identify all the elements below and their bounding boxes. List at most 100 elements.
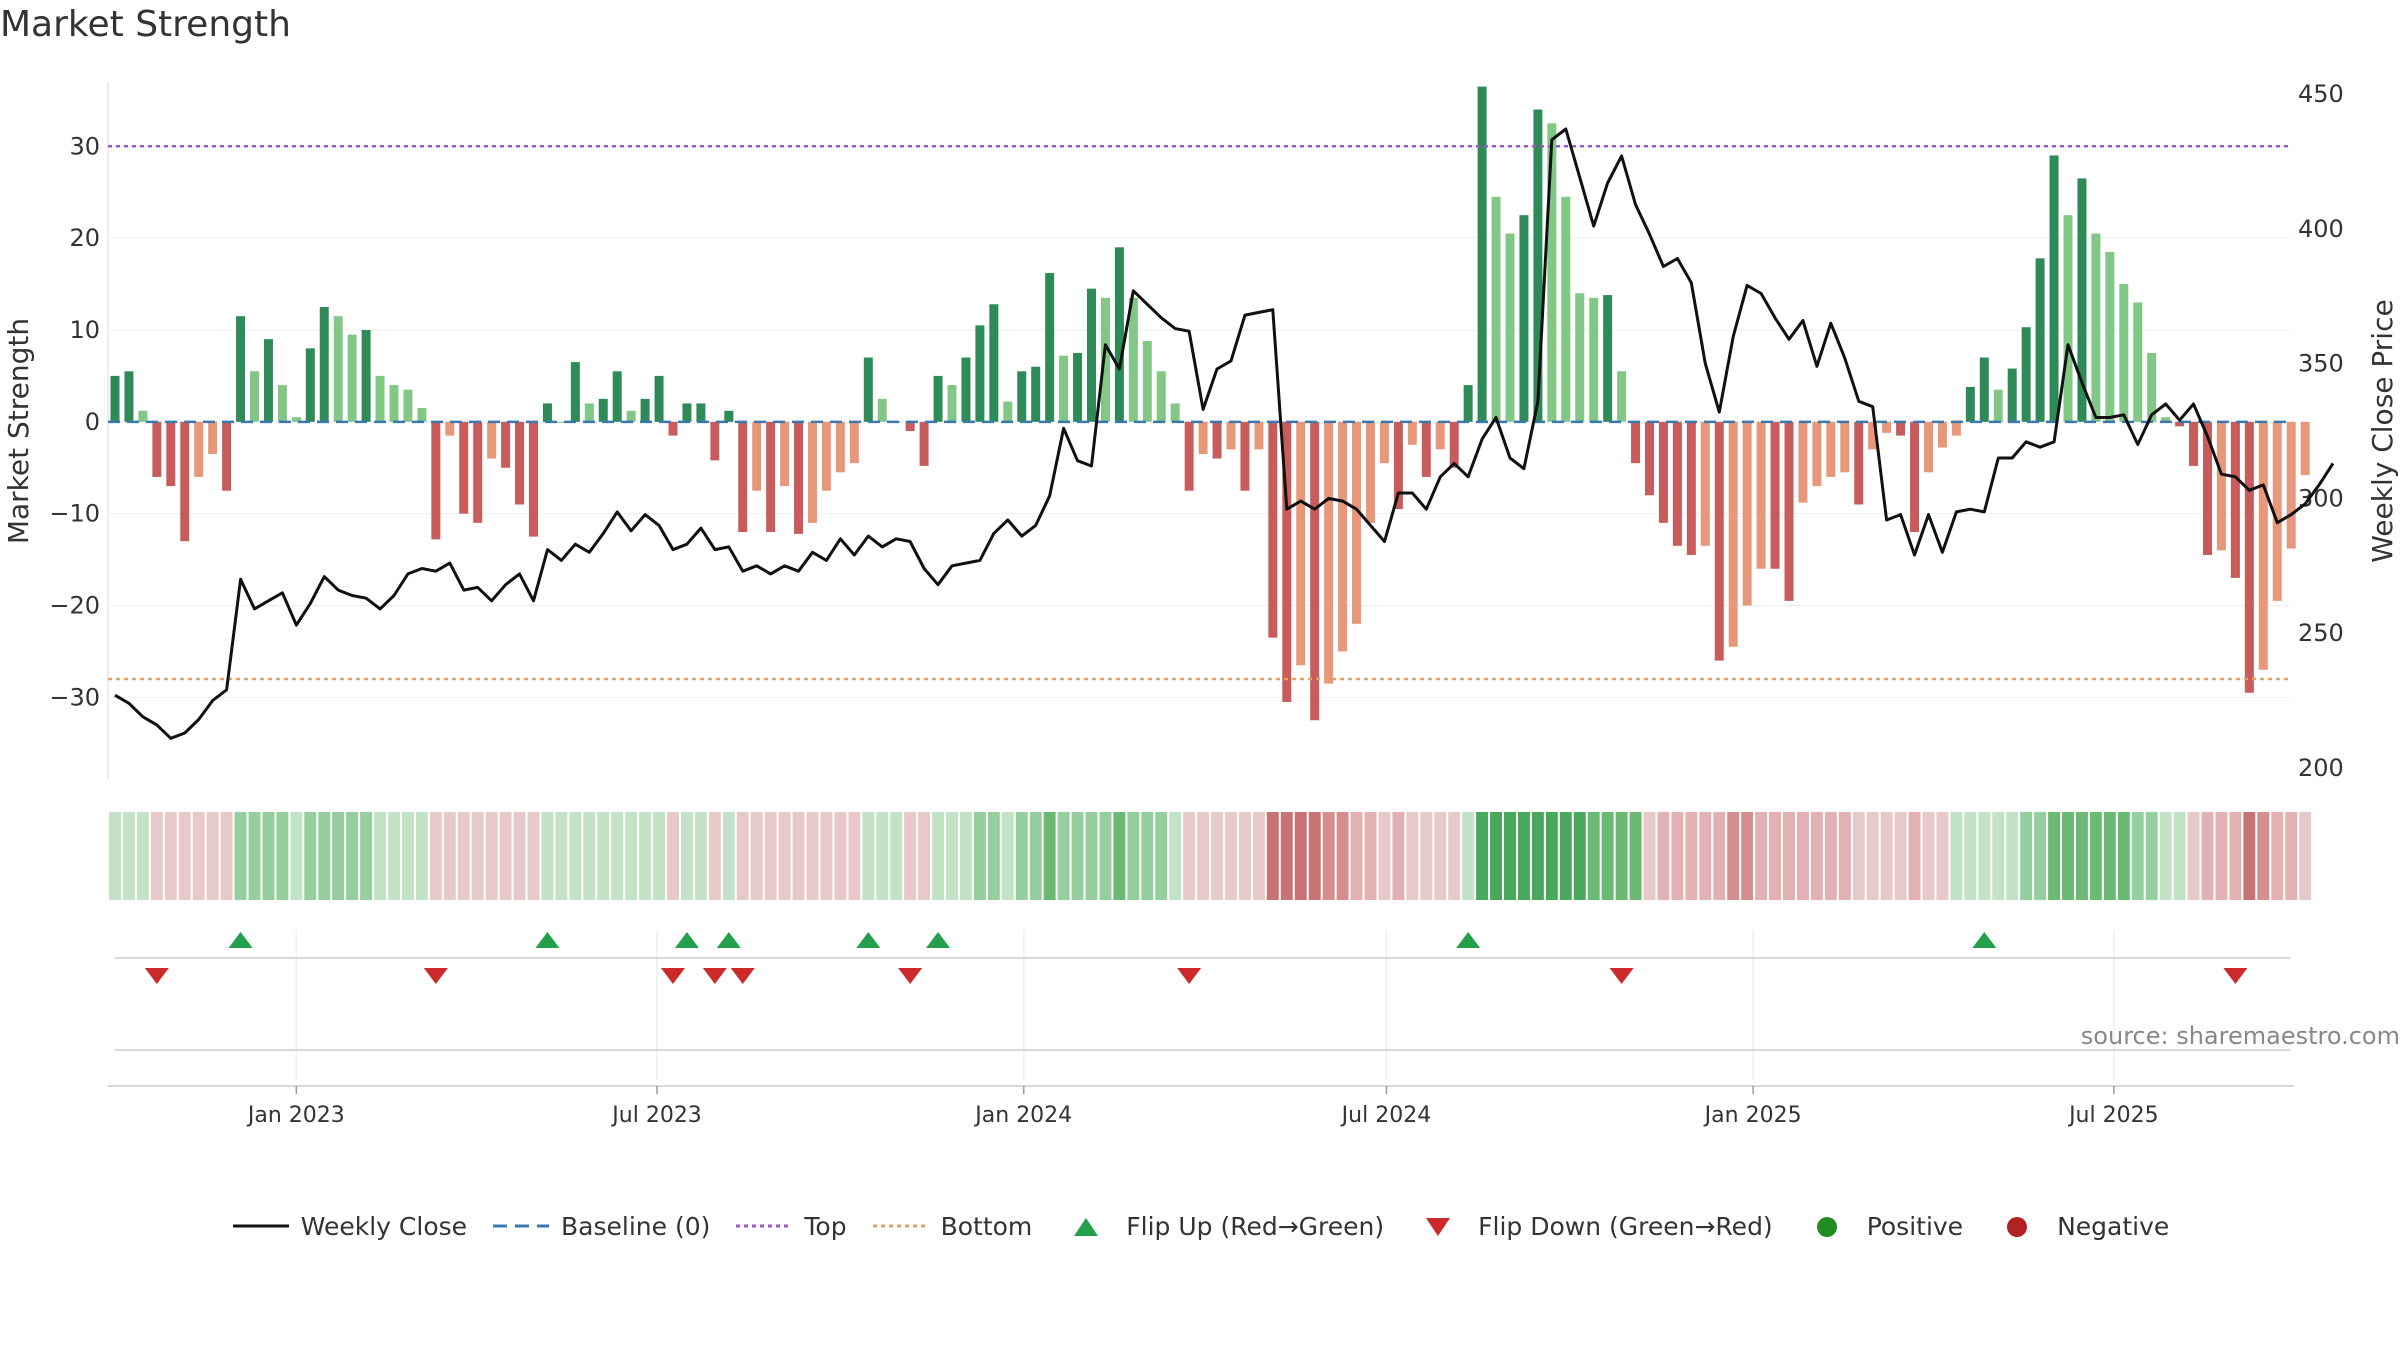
strength-bar: [361, 329, 371, 422]
market-strength-chart: −30 −20 −10 0 10 20 30 200 250 300 350 400 450 Market…: [2, 80, 2399, 1128]
strength-shade-cell: [499, 812, 512, 900]
strength-shade-cell: [429, 812, 442, 900]
strength-shade-cell: [2062, 812, 2074, 900]
strength-shade-cell: [471, 812, 484, 900]
strength-bar: [180, 421, 190, 542]
strength-bar: [752, 421, 762, 491]
strength-bar: [1533, 109, 1543, 422]
strength-bar: [1505, 233, 1515, 422]
flip-up-marker: [926, 932, 951, 948]
strength-shade-cell: [457, 812, 470, 900]
strength-shade-cell: [1894, 812, 1907, 900]
strength-bar: [375, 375, 385, 422]
strength-bar: [1114, 247, 1124, 422]
strength-shade-cell: [2173, 812, 2186, 900]
flip-down-marker: [2223, 968, 2248, 984]
flip-up-marker: [674, 932, 699, 948]
strength-bar: [696, 403, 706, 422]
strength-bar: [821, 421, 831, 491]
strength-bar: [2077, 178, 2087, 422]
strength-shade-cell: [388, 812, 400, 900]
strength-bar: [1366, 421, 1375, 523]
strength-bar: [1142, 340, 1152, 422]
strength-shade-cell: [1406, 812, 1419, 900]
strength-bar: [1714, 421, 1724, 661]
legend-item: Flip Up (Red→Green): [1056, 1212, 1384, 1241]
triangle-up-icon: [1074, 1217, 1099, 1236]
strength-shade-cell: [318, 812, 331, 900]
flip-down-marker: [661, 968, 685, 984]
strength-bar: [2258, 421, 2268, 670]
flip-down-marker: [1609, 968, 1634, 984]
strength-shade-cell: [1866, 812, 1879, 900]
strength-bar: [2272, 421, 2282, 601]
strength-bar: [794, 421, 804, 534]
strength-shade-cell: [1769, 812, 1782, 900]
strength-shade-cell: [1476, 812, 1489, 900]
strength-shade-cell: [374, 812, 387, 900]
flip-down-marker: [423, 968, 448, 984]
strength-bar: [863, 357, 873, 422]
strength-bar: [1617, 371, 1627, 422]
strength-shade-cell: [1462, 812, 1475, 900]
strength-shade-cell: [555, 812, 568, 900]
x-tick-label: Jul 2023: [610, 1103, 702, 1128]
strength-shade-cell: [2034, 812, 2047, 900]
strength-bar: [1212, 421, 1222, 459]
strength-shade-cell: [1434, 812, 1447, 900]
strength-shade-cell: [1727, 812, 1740, 900]
y2-tick-label: 200: [2298, 754, 2344, 782]
strength-bar: [1338, 421, 1348, 652]
strength-bar: [1700, 421, 1710, 546]
strength-bar: [1993, 389, 2003, 422]
strength-bar: [417, 408, 427, 422]
strength-bar: [668, 421, 678, 436]
strength-shade-cell: [178, 812, 191, 900]
strength-shade-cell: [2020, 812, 2033, 900]
strength-shade-cell: [1211, 812, 1224, 900]
flip-up-marker: [535, 932, 560, 948]
strength-bar: [808, 421, 817, 523]
strength-shade-cell: [820, 812, 833, 900]
strength-shade-cell: [1113, 812, 1126, 900]
strength-bar: [2119, 284, 2129, 422]
strength-shade-cell: [401, 812, 414, 900]
strength-bar: [905, 421, 915, 431]
source-credit: source: sharemaestro.com: [2080, 1022, 2400, 1050]
strength-shade-cell: [876, 812, 889, 900]
strength-shade-cell: [443, 812, 456, 900]
red-dot-icon: [2007, 1216, 2028, 1237]
strength-bar: [1184, 421, 1194, 491]
strength-bar: [1226, 421, 1236, 450]
strength-bar: [347, 334, 357, 422]
strength-shade-cell: [1141, 812, 1154, 900]
strength-shade-cell: [1504, 812, 1516, 900]
strength-shade-cell: [848, 812, 861, 900]
strength-shade-cell: [276, 812, 289, 900]
strength-shade-cell: [1238, 812, 1251, 900]
strength-bar: [1589, 297, 1599, 422]
strength-shade-cell: [1531, 812, 1544, 900]
strength-bar: [1128, 297, 1138, 422]
strength-shade-cell: [569, 812, 582, 900]
strength-shade-cell: [1922, 812, 1935, 900]
strength-shade-cell: [597, 812, 610, 900]
strength-bar: [529, 421, 538, 537]
strength-bar: [1812, 421, 1822, 487]
strength-bar: [2091, 233, 2101, 422]
strength-bar: [1045, 273, 1055, 422]
strength-bar: [1059, 355, 1069, 422]
strength-bar: [194, 421, 204, 477]
y2-tick-label: 250: [2298, 619, 2344, 647]
strength-shade-cell: [750, 812, 763, 900]
strength-shade-cell: [1545, 812, 1558, 900]
strength-shade-cell: [1057, 812, 1070, 900]
strength-bar: [598, 398, 608, 422]
strength-shade-cell: [2048, 812, 2061, 900]
strength-bar: [291, 417, 301, 422]
strength-shade-cell: [1573, 812, 1586, 900]
strength-shade-cell: [708, 812, 721, 900]
strength-bar: [1672, 421, 1682, 546]
strength-bar: [1951, 421, 1961, 436]
strength-shade-cell: [1378, 812, 1391, 900]
